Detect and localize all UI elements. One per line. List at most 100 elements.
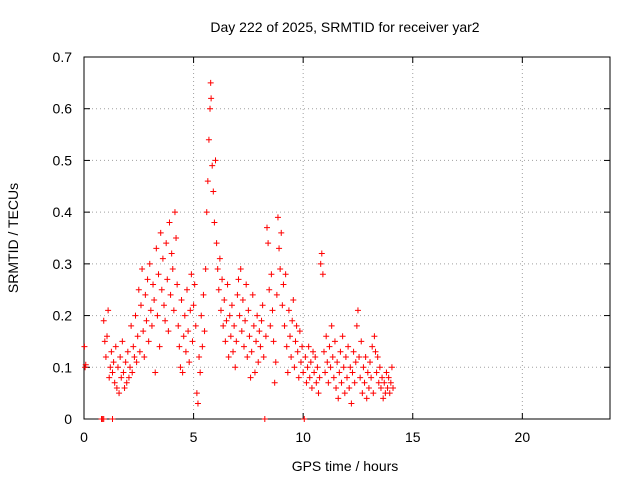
data-point xyxy=(155,271,162,278)
data-point xyxy=(320,348,327,355)
data-point xyxy=(333,384,340,391)
data-point xyxy=(198,312,205,319)
y-axis-label: SRMTID / TECUs xyxy=(5,183,21,293)
data-point xyxy=(375,379,382,386)
data-point xyxy=(357,374,364,381)
data-point xyxy=(173,235,180,241)
data-point xyxy=(276,245,283,252)
data-point xyxy=(352,359,359,366)
data-point xyxy=(289,317,296,324)
data-point xyxy=(166,219,173,226)
data-point xyxy=(191,281,198,288)
data-point xyxy=(245,307,252,314)
data-point xyxy=(385,374,392,381)
data-point xyxy=(356,353,363,360)
data-point xyxy=(193,390,200,397)
plot-frame xyxy=(83,56,611,420)
data-point xyxy=(301,416,308,422)
data-point xyxy=(271,379,278,386)
data-point xyxy=(348,400,355,407)
data-point xyxy=(233,338,240,345)
data-point xyxy=(361,379,368,386)
data-point xyxy=(288,353,295,360)
data-point xyxy=(207,105,214,112)
data-point xyxy=(151,297,158,304)
data-point xyxy=(316,374,323,381)
data-point xyxy=(141,353,148,360)
data-point xyxy=(268,271,275,278)
data-point xyxy=(147,307,154,314)
data-point xyxy=(340,364,347,371)
data-point xyxy=(105,307,112,314)
data-point xyxy=(221,297,228,304)
data-points xyxy=(81,79,397,422)
data-point xyxy=(296,328,303,335)
data-point xyxy=(211,219,218,226)
data-point xyxy=(123,379,130,386)
data-point xyxy=(125,374,132,381)
data-point xyxy=(101,338,108,345)
data-point xyxy=(254,312,261,319)
data-point xyxy=(143,317,150,324)
data-point xyxy=(353,322,360,329)
data-point xyxy=(351,379,358,386)
data-point xyxy=(157,229,164,236)
data-point xyxy=(302,353,309,360)
data-point xyxy=(312,353,319,360)
data-point xyxy=(297,359,304,366)
data-point xyxy=(164,276,171,283)
data-point xyxy=(299,343,306,350)
data-point xyxy=(363,395,370,402)
data-point xyxy=(376,364,383,371)
data-point xyxy=(81,343,88,350)
data-point xyxy=(209,162,216,169)
data-point xyxy=(386,390,393,397)
data-point xyxy=(239,297,246,304)
data-point xyxy=(200,291,207,298)
data-point xyxy=(274,214,281,221)
y-tick-label: 0.2 xyxy=(53,308,73,324)
data-point xyxy=(310,348,317,355)
data-point xyxy=(381,379,388,386)
data-point xyxy=(285,307,292,314)
x-tick-label: 0 xyxy=(80,429,88,445)
data-point xyxy=(387,379,394,386)
data-point xyxy=(341,390,348,397)
data-point xyxy=(108,348,115,355)
data-point xyxy=(359,390,366,397)
data-point xyxy=(216,255,223,262)
data-point xyxy=(217,307,224,314)
data-point xyxy=(156,343,163,350)
data-point xyxy=(370,390,377,397)
data-point xyxy=(109,416,116,422)
data-point xyxy=(225,353,232,360)
data-point xyxy=(215,286,222,293)
data-point xyxy=(219,276,226,283)
data-point xyxy=(323,333,330,340)
data-point xyxy=(322,369,329,376)
data-point xyxy=(133,359,140,366)
data-point xyxy=(256,328,263,335)
data-point xyxy=(210,188,217,195)
data-point xyxy=(163,240,170,247)
data-point xyxy=(350,348,357,355)
data-point xyxy=(212,157,219,164)
data-point xyxy=(331,338,338,345)
data-point xyxy=(253,338,260,345)
data-point xyxy=(207,79,214,86)
data-point xyxy=(223,317,230,324)
x-tick-label: 20 xyxy=(515,429,531,445)
data-point xyxy=(279,302,286,309)
data-point xyxy=(146,260,153,267)
data-point xyxy=(269,307,276,314)
data-point xyxy=(303,379,310,386)
data-point xyxy=(379,374,386,381)
data-point xyxy=(338,379,345,386)
data-point xyxy=(114,364,121,371)
data-point xyxy=(140,328,147,335)
data-point xyxy=(106,374,113,381)
data-point xyxy=(292,338,299,345)
data-point xyxy=(368,374,375,381)
data-point xyxy=(258,317,265,324)
